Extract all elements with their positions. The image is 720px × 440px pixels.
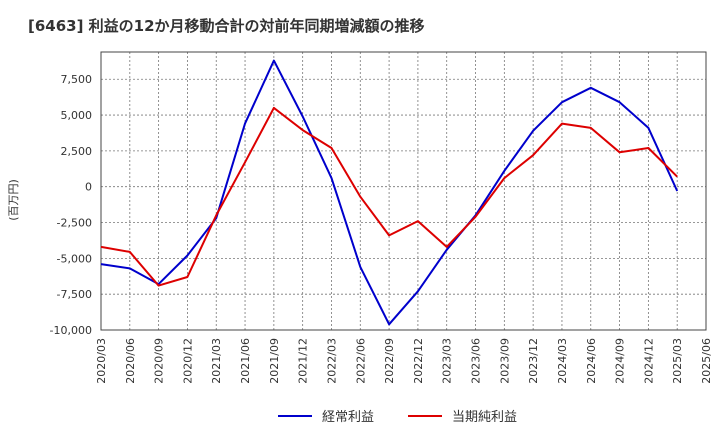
legend-label: 経常利益 [322, 410, 374, 425]
x-tick-label: 2025/03 [671, 338, 684, 384]
x-tick-label: 2020/09 [153, 338, 166, 384]
x-tick-label: 2023/03 [441, 338, 454, 384]
legend: 経常利益 当期純利益 [278, 410, 517, 425]
y-tick-label: 5,000 [61, 109, 93, 122]
x-tick-label: 2024/06 [585, 338, 598, 384]
x-tick-label: 2021/09 [268, 338, 281, 384]
y-axis: 7,500 5,000 2,500 0 -2,500 -5,000 -7,500 -10,00… [50, 73, 92, 337]
x-axis: 2020/03 2020/06 2020/09 2020/12 2021/03 2021/… [95, 338, 713, 384]
y-tick-label: 0 [85, 181, 92, 194]
y-tick-label: -2,500 [57, 217, 92, 230]
series-line [100, 106, 678, 287]
series-line [100, 59, 679, 326]
x-tick-label: 2022/12 [412, 338, 425, 384]
chart-title: [6463] 利益の12か月移動合計の対前年同期増減額の推移 [28, 17, 425, 35]
x-tick-label: 2020/06 [124, 338, 137, 384]
x-tick-label: 2021/03 [210, 338, 223, 384]
x-tick-label: 2024/12 [642, 338, 655, 384]
x-tick-label: 2022/06 [354, 338, 367, 384]
y-tick-label: 2,500 [61, 145, 93, 158]
x-tick-label: 2022/09 [383, 338, 396, 384]
x-tick-label: 2020/12 [181, 338, 194, 384]
legend-label: 当期純利益 [452, 410, 517, 425]
y-tick-label: -7,500 [57, 288, 92, 301]
x-tick-label: 2025/06 [700, 338, 713, 384]
x-tick-label: 2024/09 [614, 338, 627, 384]
y-tick-label: -5,000 [57, 252, 92, 265]
y-tick-label: 7,500 [61, 73, 93, 86]
y-tick-label: -10,000 [50, 324, 92, 337]
x-tick-label: 2021/12 [297, 338, 310, 384]
x-tick-label: 2020/03 [95, 338, 108, 384]
x-tick-label: 2023/09 [498, 338, 511, 384]
y-axis-label: (百万円) [7, 179, 20, 221]
x-tick-label: 2021/06 [239, 338, 252, 384]
x-tick-label: 2023/06 [470, 338, 483, 384]
x-tick-label: 2024/03 [556, 338, 569, 384]
x-tick-label: 2023/12 [527, 338, 540, 384]
series-group [100, 59, 679, 326]
grid [101, 52, 706, 330]
plot-frame [100, 51, 707, 331]
x-tick-label: 2022/03 [325, 338, 338, 384]
